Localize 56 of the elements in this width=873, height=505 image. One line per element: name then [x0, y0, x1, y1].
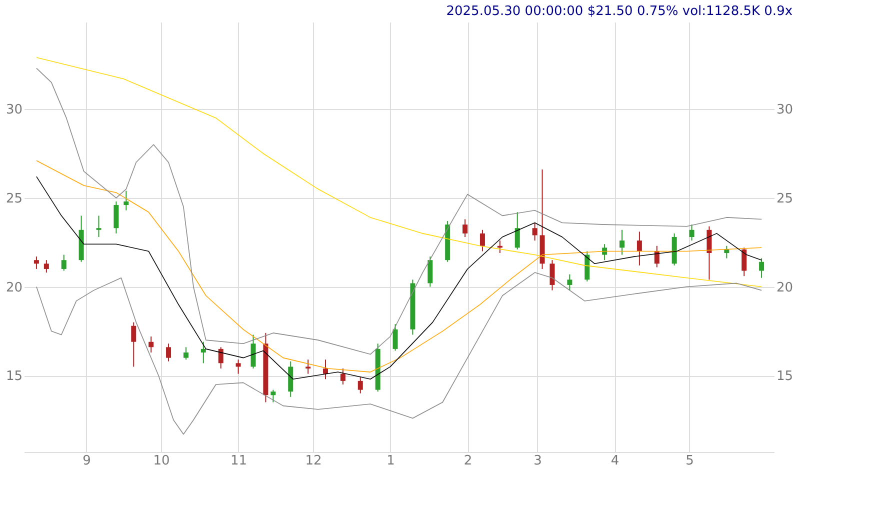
candlestick [270, 389, 276, 403]
y2-tick-label: 20 [776, 280, 794, 296]
x-tick-label: 9 [82, 454, 91, 468]
y2-tick-label: 30 [776, 102, 794, 118]
line-series [36, 57, 762, 288]
line-series [36, 68, 762, 355]
candlestick [34, 256, 39, 270]
x-tick-label: 4 [610, 454, 620, 468]
candlestick [218, 346, 224, 369]
candlestick [358, 376, 363, 394]
y-tick-label: 15 [6, 369, 22, 384]
candlestick [322, 359, 328, 380]
candlestick [44, 260, 49, 274]
candlestick [550, 260, 555, 291]
x-tick-label: 5 [686, 454, 694, 468]
candlestick [124, 190, 129, 211]
candlestick [742, 247, 747, 277]
x-tick-label: 10 [153, 454, 170, 468]
candlestick [131, 322, 136, 368]
candlestick [250, 334, 256, 369]
x-tick-label: 1 [386, 454, 395, 468]
x-tick-label: 11 [230, 454, 248, 468]
x-tick-label: 2 [464, 454, 472, 468]
candlestick [428, 256, 433, 288]
candlestick [462, 218, 468, 238]
y-tick-label: 20 [6, 280, 22, 296]
candlestick [114, 200, 119, 234]
candlestick [183, 346, 188, 360]
candlestick [689, 224, 694, 242]
candlestick [706, 226, 712, 280]
candlestick [306, 359, 311, 374]
candlestick [96, 215, 102, 238]
candlestick [532, 222, 538, 242]
candlestick [340, 368, 346, 385]
candlestick [200, 341, 206, 364]
y2-tick-label: 25 [776, 191, 794, 206]
candlestick [567, 274, 572, 291]
y2-tick-label: 15 [776, 369, 794, 384]
candlestick [759, 258, 764, 278]
candlestick [602, 244, 608, 261]
candlestick [620, 229, 625, 256]
candlestick [514, 212, 520, 250]
candlestick [166, 343, 172, 362]
candlestick [61, 254, 66, 272]
candlestick [480, 229, 485, 252]
y-tick-label: 30 [6, 102, 22, 118]
candlestick [236, 359, 241, 374]
chart-title: 2025.05.30 00:00:00 $21.50 0.75% vol:1128.5K 0.9x [446, 4, 793, 19]
candlestick [392, 324, 398, 352]
candlestick [724, 245, 730, 259]
candlestick [654, 245, 660, 268]
candlestick [148, 336, 154, 353]
y-tick-label: 25 [6, 191, 22, 206]
x-tick-label: 12 [305, 454, 322, 468]
candlestick [636, 231, 642, 266]
x-tick-label: 3 [534, 454, 542, 468]
